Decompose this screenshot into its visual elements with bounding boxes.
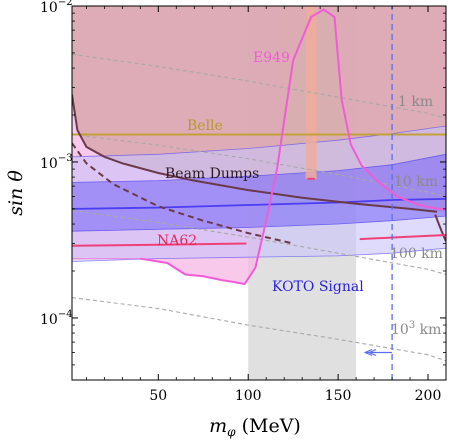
- koto-band-1sigma: [72, 154, 446, 232]
- label-10km-num: 10: [394, 174, 412, 190]
- y-tick-exp: −3: [58, 153, 73, 164]
- label-koto: KOTO Signal: [272, 279, 364, 295]
- beam-dumps-boundary-line: [72, 94, 438, 213]
- y-axis-title: sin θ: [5, 170, 27, 216]
- beam-dumps-right-edge-line: [434, 214, 446, 242]
- label-100km-unit: km: [417, 246, 443, 262]
- koto-central-line: [72, 198, 446, 210]
- y-tick-exp: −4: [58, 309, 73, 320]
- koto-band-2sigma-upper-edge: [72, 125, 446, 158]
- label-10km: 10 km: [394, 174, 438, 190]
- lifetime-line-1km: [72, 53, 446, 120]
- koto-band-1sigma-lower-edge: [72, 215, 446, 232]
- e949-boundary-line: [140, 8, 446, 286]
- label-1000km-unit: km: [415, 322, 441, 338]
- x-tick-label-50: 50: [149, 388, 167, 404]
- plot-frame: [71, 5, 447, 381]
- label-belle: Belle: [187, 118, 223, 134]
- x-tick-label-150: 150: [325, 388, 352, 404]
- label-100km: 100 km: [390, 246, 443, 262]
- x-axis-title-unit: (MeV): [236, 415, 301, 437]
- lifetime-line-10km: [72, 133, 446, 198]
- label-100km-num: 100: [390, 246, 417, 262]
- x-axis-title: mφ (MeV): [209, 415, 301, 439]
- koto-band-1sigma-upper-edge: [72, 153, 446, 183]
- x-axis-title-main: m: [209, 415, 227, 437]
- y-tick-label: 10−2: [40, 0, 73, 16]
- y-tick-base: 10: [40, 312, 58, 328]
- lifetime-line-1000km: [72, 297, 446, 362]
- label-1000km: 103 km: [391, 320, 441, 338]
- y-tick-label: 10−3: [40, 153, 73, 172]
- y-tick-label: 10−4: [40, 309, 73, 328]
- label-beam-dumps: Beam Dumps: [165, 166, 259, 182]
- x-tick-label-100: 100: [235, 388, 262, 404]
- y-tick-base: 10: [40, 156, 58, 172]
- lifetime-line-100km: [72, 209, 446, 276]
- na62-line: [72, 242, 247, 247]
- label-1km-num: 1: [398, 94, 407, 110]
- label-1000km-base: 10: [391, 322, 409, 338]
- koto-limit-arrow-head: [363, 349, 377, 357]
- label-e949: E949: [253, 50, 290, 66]
- y-tick-base: 10: [40, 0, 58, 16]
- beam-dumps-dashed-line: [72, 142, 294, 245]
- x-axis-title-sub: φ: [227, 425, 236, 439]
- label-1km-unit: km: [407, 94, 433, 110]
- orange-vertical-band: [305, 6, 317, 179]
- label-10km-unit: km: [412, 174, 438, 190]
- y-tick-exp: −2: [58, 0, 73, 8]
- label-1km: 1 km: [398, 94, 433, 110]
- label-na62: NA62: [157, 233, 197, 249]
- x-tick-label-200: 200: [415, 388, 442, 404]
- label-1000km-exp: 3: [409, 320, 415, 331]
- na62-line-right: [359, 234, 446, 241]
